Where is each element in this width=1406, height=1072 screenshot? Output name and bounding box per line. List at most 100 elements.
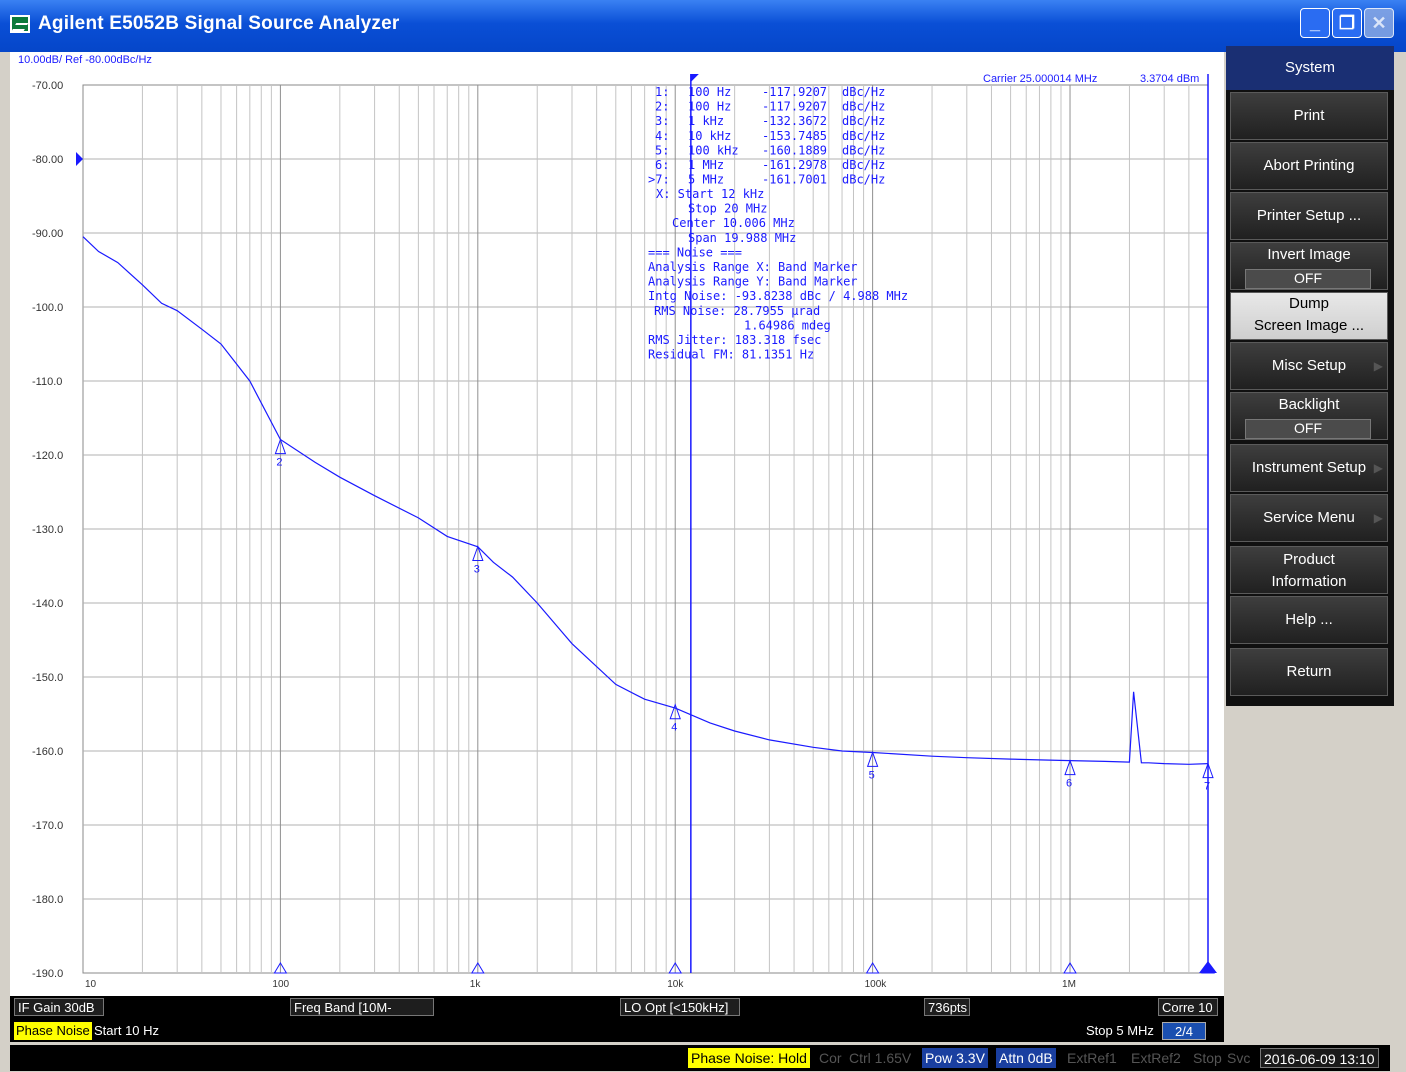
marker-triangle-icon (472, 545, 484, 562)
lo-opt[interactable]: LO Opt [<150kHz] (620, 998, 740, 1016)
printer-setup-label: Printer Setup ... (1256, 207, 1362, 224)
help-button[interactable]: Help ... (1230, 596, 1388, 644)
y-tick-label: -150.0 (32, 672, 63, 684)
y-tick-label: -190.0 (32, 968, 63, 980)
page-indicator[interactable]: 2/4 (1162, 1022, 1206, 1040)
marker-id: 3: (655, 114, 669, 128)
x-tick-label: 1M (1062, 979, 1076, 990)
marker-id: 6: (655, 158, 669, 172)
return-button[interactable]: Return (1230, 648, 1388, 696)
stop-indicator: Stop (1193, 1050, 1222, 1066)
softkey-panel: System Print Abort Printing Printer Setu… (1226, 46, 1394, 706)
service-menu-button[interactable]: Service Menu ▶ (1230, 494, 1388, 542)
marker-number: 3 (474, 564, 480, 576)
marker-base-icon (273, 962, 288, 974)
analysis-line: Intg Noise: -93.8238 dBc / 4.988 MHz (648, 289, 908, 303)
marker-unit: dBc/Hz (842, 129, 885, 143)
y-axis-labels: -70.00 -80.00 -90.00 -100.0 -110.0 -120.0 -130… (32, 80, 83, 980)
y-tick-label: -80.00 (32, 154, 63, 166)
analysis-line: Center 10.006 MHz (672, 216, 795, 230)
measurement-state: Phase Noise: Hold (688, 1048, 810, 1068)
y-tick-label: -120.0 (32, 450, 63, 462)
y-tick-label: -130.0 (32, 524, 63, 536)
date-time: 2016-06-09 13:10 (1260, 1048, 1379, 1068)
y-tick-label: -70.00 (32, 80, 63, 92)
ctrl-indicator: Ctrl 1.65V (849, 1050, 912, 1066)
marker-value: -132.3672 (762, 114, 827, 128)
product-information-button[interactable]: Product Information (1230, 546, 1388, 594)
y-tick-label: -100.0 (32, 302, 63, 314)
attn-indicator: Attn 0dB (996, 1048, 1056, 1068)
close-button[interactable]: ✕ (1364, 8, 1394, 38)
analysis-line: Span 19.988 MHz (688, 231, 796, 245)
freq-band[interactable]: Freq Band [10M-41MHz] (290, 998, 434, 1033)
dump-screen-image-button[interactable]: Dump Screen Image ... (1230, 292, 1388, 340)
print-button[interactable]: Print (1230, 92, 1388, 140)
points[interactable]: 736pts (924, 998, 970, 1016)
marker-base-icon (668, 962, 683, 974)
phase-noise-plot[interactable]: -70.00 -80.00 -90.00 -100.0 -110.0 -120.0 -130… (10, 52, 1224, 1018)
minimize-button[interactable]: _ (1300, 8, 1330, 38)
marker-number: 2 (276, 457, 282, 469)
help-label: Help ... (1285, 611, 1333, 628)
marker-triangle-icon (669, 703, 681, 720)
restore-button[interactable]: ❐ (1332, 8, 1362, 38)
abort-label: Abort Printing (1263, 157, 1355, 174)
window-title: Agilent E5052B Signal Source Analyzer (38, 13, 400, 34)
marker-id: 5: (655, 143, 669, 157)
marker-table: 1: 100 Hz -117.9207 dBc/Hz 2: 100 Hz -117.9207… (648, 85, 885, 187)
svc-indicator: Svc (1227, 1050, 1251, 1066)
marker-triangle-icon (1064, 759, 1076, 776)
marker-freq: 1 MHz (688, 158, 724, 172)
marker-value: -160.1889 (762, 143, 827, 157)
title-bar: Agilent E5052B Signal Source Analyzer _ … (0, 0, 1406, 52)
marker-id: 4: (655, 129, 669, 143)
marker-value: -161.7001 (762, 173, 827, 187)
analysis-line: Stop 20 MHz (688, 202, 767, 216)
active-marker-icon (1199, 961, 1217, 973)
marker-symbols: 2 3 4 5 6 7 (273, 74, 1217, 974)
start-freq[interactable]: Start 10 Hz (94, 1023, 160, 1038)
analysis-line: RMS Noise: 28.7955 µrad (654, 304, 820, 318)
analysis-line: === Noise === (648, 245, 742, 259)
marker-number: 6 (1066, 778, 1072, 790)
x-tick-label: 10k (667, 979, 684, 990)
marker-id: >7: (648, 173, 670, 187)
y-tick-label: -110.0 (32, 376, 62, 388)
band-start-flag-icon (690, 74, 699, 82)
instrument-setup-button[interactable]: Instrument Setup ▶ (1230, 444, 1388, 492)
y-tick-label: -90.00 (32, 228, 63, 240)
marker-base-icon (1063, 962, 1077, 974)
misc-setup-button[interactable]: Misc Setup ▶ (1230, 342, 1388, 390)
marker-freq: 10 kHz (688, 129, 731, 143)
marker-triangle-icon (274, 438, 287, 455)
analysis-line: RMS Jitter: 183.318 fsec (648, 333, 821, 347)
analysis-line: Residual FM: 81.1351 Hz (648, 348, 814, 362)
marker-freq: 100 Hz (688, 85, 731, 99)
stop-freq[interactable]: Stop 5 MHz (1086, 1023, 1154, 1038)
misc-label: Misc Setup (1271, 357, 1347, 374)
x-axis-labels: 10 100 1k 10k 100k 1M (85, 979, 1076, 990)
product-label-2: Information (1271, 573, 1347, 590)
carrier-label: Carrier 25.000014 MHz (983, 73, 1097, 85)
instrument-label: Instrument Setup (1251, 459, 1367, 476)
x-tick-label: 100k (865, 979, 888, 990)
analysis-line: Analysis Range X: Band Marker (648, 260, 858, 274)
backlight-button[interactable]: Backlight OFF (1230, 392, 1388, 440)
measurement-mode[interactable]: Phase Noise (14, 1022, 92, 1040)
marker-value: -117.9207 (762, 85, 827, 99)
abort-printing-button[interactable]: Abort Printing (1230, 142, 1388, 190)
marker-unit: dBc/Hz (842, 85, 885, 99)
dump-label-1: Dump (1288, 295, 1329, 312)
printer-setup-button[interactable]: Printer Setup ... (1230, 192, 1388, 240)
if-gain[interactable]: IF Gain 30dB (14, 998, 104, 1016)
marker-unit: dBc/Hz (842, 143, 885, 157)
marker-triangle-icon (866, 750, 879, 767)
x-tick-label: 100 (272, 979, 289, 990)
invert-image-button[interactable]: Invert Image OFF (1230, 242, 1388, 290)
service-label: Service Menu (1263, 509, 1355, 526)
marker-unit: dBc/Hz (842, 173, 885, 187)
correction[interactable]: Corre 10 (1158, 998, 1218, 1016)
x-tick-label: 1k (470, 979, 482, 990)
